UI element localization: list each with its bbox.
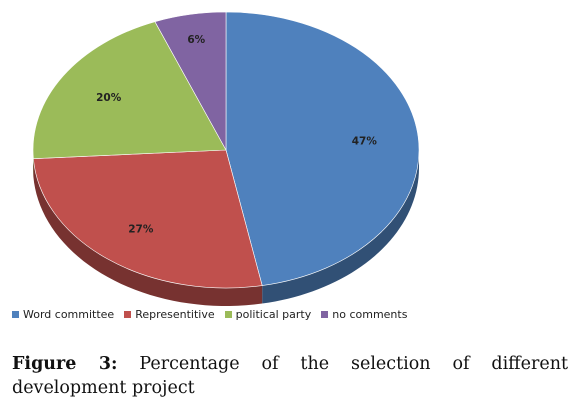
chart-legend: Word committee Representitive political pa… [12, 305, 417, 323]
pie-slice-1 [225, 11, 420, 286]
figure-caption: Figure 3: Percentage of the selection of… [12, 352, 568, 400]
legend-item-3: political party [224, 307, 312, 321]
pie-chart: 47% 27% 20% 6% [32, 11, 420, 306]
legend-item-1: Word committee [12, 308, 114, 321]
legend-swatch-4 [321, 310, 329, 318]
legend-label-4: no comments [332, 307, 408, 321]
legend-label-1: Word committee [23, 307, 115, 321]
pie-side-1 [262, 150, 419, 304]
pie-slice-4 [154, 11, 227, 152]
pie-data-label-4: 6% [187, 34, 205, 46]
pie-data-label-2: 27% [128, 224, 154, 236]
pie-data-label-3: 20% [96, 92, 122, 104]
legend-swatch-2 [124, 310, 132, 318]
pie-data-label-1: 47% [352, 136, 378, 148]
legend-swatch-1 [12, 310, 19, 318]
pie-chart-svg: 47% 27% 20% 6% [32, 11, 420, 306]
pie-slice-2 [33, 149, 263, 289]
figure-caption-label: Figure 3: [12, 354, 118, 374]
legend-swatch-3 [224, 310, 232, 318]
legend-item-4: no comments [321, 308, 407, 321]
legend-label-3: political party [235, 307, 312, 321]
legend-item-2: Representitive [124, 307, 215, 321]
legend-label-2: Representitive [135, 307, 215, 321]
pie-slice-3 [32, 21, 227, 159]
figure-caption-text: Percentage of the selection of different… [12, 354, 568, 398]
